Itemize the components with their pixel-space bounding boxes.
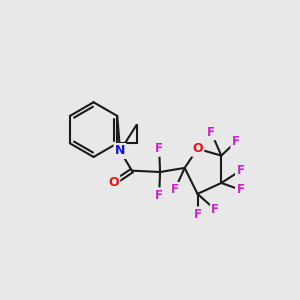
Text: F: F (155, 189, 163, 202)
Text: F: F (207, 126, 215, 139)
Text: F: F (236, 183, 244, 196)
Text: F: F (171, 183, 179, 196)
Text: O: O (108, 176, 119, 190)
Text: F: F (232, 135, 240, 148)
Text: F: F (194, 208, 202, 221)
Text: F: F (211, 203, 219, 216)
Text: O: O (192, 142, 203, 155)
Text: F: F (155, 142, 163, 155)
Text: N: N (115, 145, 125, 158)
Text: F: F (236, 164, 244, 177)
